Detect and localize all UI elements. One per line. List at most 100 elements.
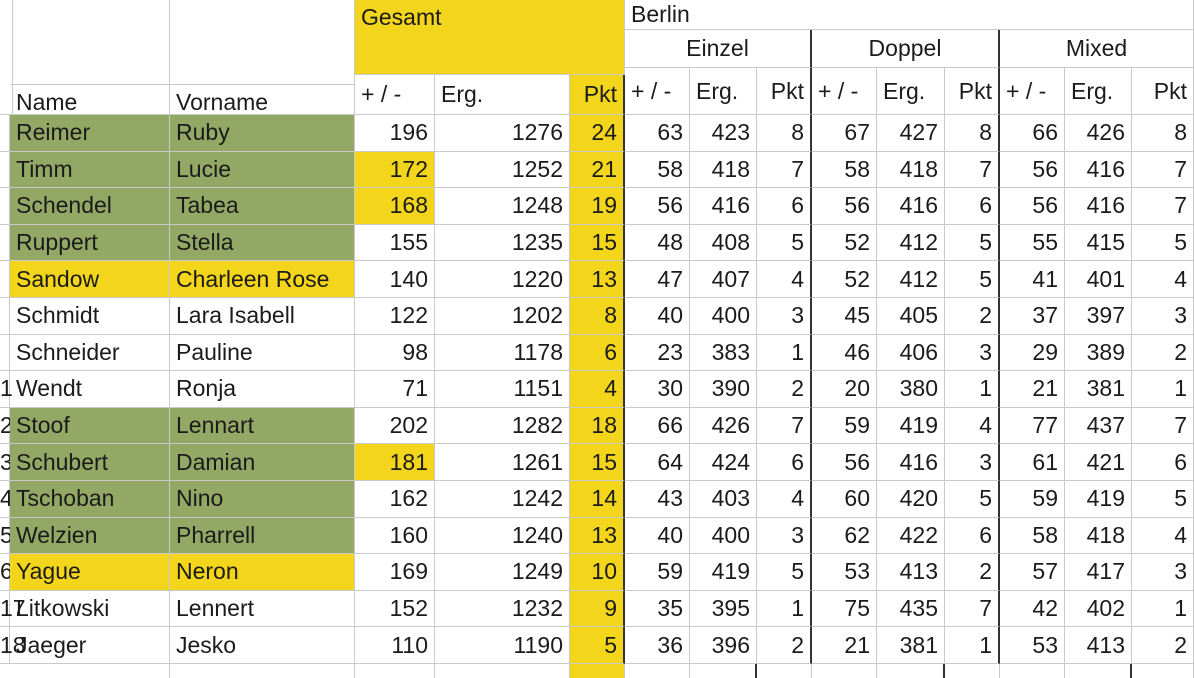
column-header: Pkt (1132, 68, 1194, 115)
value-cell: 8 (1132, 115, 1194, 152)
name-cell: Schubert (10, 444, 170, 481)
column-header: + / - (355, 75, 435, 115)
value-cell: 61 (1000, 444, 1065, 481)
value-cell: 75 (812, 590, 877, 628)
value-cell: 405 (877, 298, 945, 335)
first-name-cell: Lara Isabell (170, 298, 355, 335)
value-cell: 6 (1132, 444, 1194, 481)
value-cell: 18 (570, 407, 625, 445)
column-header: Erg. (690, 68, 757, 115)
value-cell: 418 (690, 151, 757, 189)
value-cell: 196 (355, 115, 435, 152)
empty-cell (812, 664, 877, 678)
value-cell: 437 (1065, 407, 1132, 445)
value-cell: 56 (1000, 151, 1065, 189)
value-cell: 400 (690, 298, 757, 335)
name-cell: Litkowski (10, 590, 170, 628)
value-cell: 413 (877, 554, 945, 591)
value-cell: 400 (690, 517, 757, 555)
value-cell: 406 (877, 334, 945, 372)
row-number (0, 115, 10, 152)
value-cell: 98 (355, 334, 435, 372)
corner-cell (0, 0, 13, 115)
row-number: 1 (0, 371, 13, 408)
discipline-header: Doppel (812, 30, 1000, 68)
value-cell: 412 (877, 224, 945, 262)
value-cell: 5 (570, 627, 625, 664)
value-cell: 40 (625, 517, 690, 555)
value-cell: 55 (1000, 224, 1065, 262)
overall-header: Gesamt (355, 0, 625, 75)
empty-cell (435, 664, 570, 678)
name-cell: Ruppert (10, 224, 170, 262)
column-header: Pkt (570, 75, 625, 115)
value-cell: 43 (625, 481, 690, 518)
value-cell: 56 (812, 444, 877, 481)
value-cell: 56 (625, 188, 690, 225)
value-cell: 3 (757, 517, 812, 555)
value-cell: 2 (945, 554, 1000, 591)
value-cell: 408 (690, 224, 757, 262)
value-cell: 58 (625, 151, 690, 189)
value-cell: 3 (757, 298, 812, 335)
empty-cell (10, 664, 170, 678)
value-cell: 21 (812, 627, 877, 664)
name-cell: Stoof (10, 407, 170, 445)
first-name-cell: Lennert (170, 590, 355, 628)
empty-cell (690, 664, 757, 678)
column-header: + / - (625, 68, 690, 115)
row-number: 5 (0, 517, 13, 555)
value-cell: 381 (1065, 371, 1132, 408)
value-cell: 67 (812, 115, 877, 152)
value-cell: 58 (1000, 517, 1065, 555)
header-blank (170, 0, 355, 85)
value-cell: 1 (757, 590, 812, 628)
value-cell: 416 (877, 444, 945, 481)
value-cell: 56 (812, 188, 877, 225)
value-cell: 1240 (435, 517, 570, 555)
value-cell: 383 (690, 334, 757, 372)
value-cell: 155 (355, 224, 435, 262)
row-number: 18 (0, 627, 26, 664)
value-cell: 423 (690, 115, 757, 152)
value-cell: 1 (757, 334, 812, 372)
value-cell: 5 (1132, 481, 1194, 518)
value-cell: 381 (877, 627, 945, 664)
header-blank (10, 0, 170, 85)
empty-cell (945, 664, 1000, 678)
first-name-header: Vorname (170, 85, 355, 115)
value-cell: 435 (877, 590, 945, 628)
column-header: Erg. (435, 75, 570, 115)
value-cell: 416 (1065, 151, 1132, 189)
value-cell: 52 (812, 261, 877, 298)
value-cell: 396 (690, 627, 757, 664)
value-cell: 122 (355, 298, 435, 335)
column-header: Pkt (945, 68, 1000, 115)
value-cell: 58 (812, 151, 877, 189)
value-cell: 21 (1000, 371, 1065, 408)
name-cell: Schmidt (10, 298, 170, 335)
value-cell: 36 (625, 627, 690, 664)
value-cell: 4 (757, 481, 812, 518)
first-name-cell: Ruby (170, 115, 355, 152)
value-cell: 19 (570, 188, 625, 225)
value-cell: 1252 (435, 151, 570, 189)
name-header: Name (10, 85, 170, 115)
first-name-cell: Damian (170, 444, 355, 481)
value-cell: 7 (1132, 407, 1194, 445)
value-cell: 64 (625, 444, 690, 481)
value-cell: 1249 (435, 554, 570, 591)
first-name-cell: Jesko (170, 627, 355, 664)
empty-cell (1132, 664, 1194, 678)
empty-cell (757, 664, 812, 678)
name-cell: Tschoban (10, 481, 170, 518)
first-name-cell: Lucie (170, 151, 355, 189)
value-cell: 419 (1065, 481, 1132, 518)
value-cell: 419 (877, 407, 945, 445)
value-cell: 424 (690, 444, 757, 481)
value-cell: 5 (1132, 224, 1194, 262)
value-cell: 7 (945, 590, 1000, 628)
value-cell: 380 (877, 371, 945, 408)
value-cell: 1282 (435, 407, 570, 445)
